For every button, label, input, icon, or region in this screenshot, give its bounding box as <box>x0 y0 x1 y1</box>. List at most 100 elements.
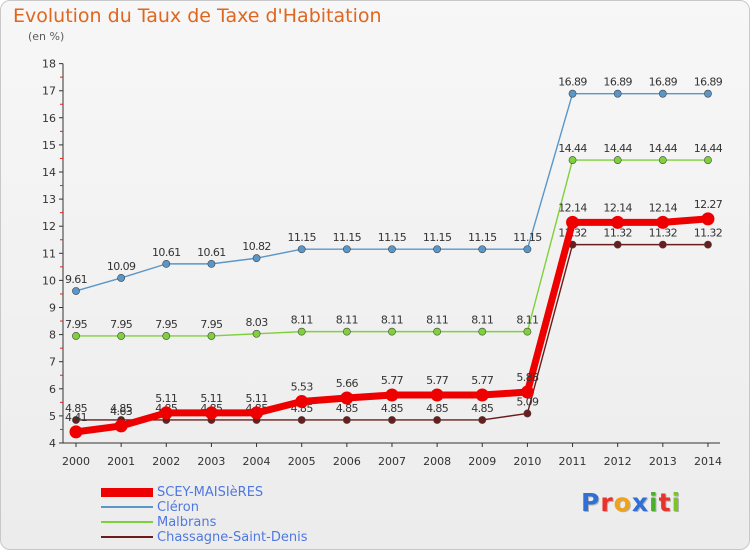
data-label: 5.77 <box>471 374 494 387</box>
data-label: 9.61 <box>65 273 87 286</box>
data-label: 7.95 <box>110 318 133 331</box>
x-tick-label: 2011 <box>559 455 587 468</box>
data-label: 16.89 <box>603 76 632 89</box>
y-tick-label: 5 <box>49 410 56 423</box>
data-point <box>658 156 667 164</box>
data-label: 11.15 <box>378 231 407 244</box>
data-label: 14.44 <box>694 142 723 155</box>
y-tick-label: 16 <box>42 112 56 125</box>
data-label: 7.95 <box>200 318 223 331</box>
data-point <box>72 416 80 424</box>
data-point <box>250 406 264 420</box>
x-tick-label: 2013 <box>649 455 677 468</box>
data-point <box>704 156 712 164</box>
legend-swatch <box>101 536 153 538</box>
logo-letter: t <box>658 488 672 517</box>
data-point <box>297 327 306 336</box>
data-label: 12.14 <box>649 201 678 214</box>
x-tick-label: 2009 <box>468 455 496 468</box>
y-tick-label: 13 <box>42 193 56 206</box>
legend-label: Malbrans <box>157 515 217 530</box>
data-label: 16.89 <box>558 76 587 89</box>
legend-swatch <box>101 506 153 508</box>
data-point <box>656 215 670 229</box>
legend-label: Chassagne-Saint-Denis <box>157 530 308 545</box>
data-point <box>701 212 715 226</box>
y-tick-label: 12 <box>42 220 56 233</box>
data-point <box>568 156 577 164</box>
data-point <box>520 385 534 399</box>
data-label: 5.77 <box>381 374 404 387</box>
data-label: 5.11 <box>155 392 177 405</box>
x-tick-label: 2000 <box>62 455 90 468</box>
data-label: 8.11 <box>336 314 358 327</box>
data-point <box>117 274 126 282</box>
data-label: 11.15 <box>513 231 542 244</box>
data-point <box>162 332 171 340</box>
data-point <box>252 329 261 338</box>
chart-title: Evolution du Taux de Taxe d'Habitation <box>13 5 382 27</box>
data-label: 12.27 <box>694 198 723 211</box>
legend-item: Malbrans <box>101 515 361 530</box>
data-label: 14.44 <box>649 142 678 155</box>
logo-letter: i <box>649 488 659 517</box>
data-point <box>523 327 532 336</box>
data-point <box>162 259 171 268</box>
data-label: 8.11 <box>471 314 493 327</box>
data-label: 5.53 <box>291 381 314 394</box>
data-label: 5.11 <box>246 392 268 405</box>
data-point <box>295 395 309 409</box>
data-point <box>523 245 532 254</box>
data-label: 4.85 <box>110 402 133 415</box>
data-label: 5.88 <box>516 371 539 384</box>
data-point <box>433 416 442 424</box>
x-tick-label: 2004 <box>243 455 271 468</box>
legend-label: Cléron <box>157 500 199 515</box>
legend-item: SCEY-MAISIèRES <box>101 485 361 500</box>
data-label: 11.32 <box>649 227 678 240</box>
data-point <box>566 215 580 229</box>
proxiti-logo: Proxiti <box>581 488 681 517</box>
y-tick-label: 14 <box>42 166 56 179</box>
data-point <box>388 416 396 424</box>
legend-item: Cléron <box>101 500 361 515</box>
x-tick-label: 2010 <box>513 455 541 468</box>
x-tick-label: 2006 <box>333 455 361 468</box>
data-point <box>385 388 399 402</box>
x-tick-label: 2003 <box>197 455 225 468</box>
data-label: 14.44 <box>603 142 632 155</box>
y-tick-label: 9 <box>49 302 56 315</box>
data-point <box>297 245 306 254</box>
data-label: 5.09 <box>516 395 539 408</box>
y-tick-label: 10 <box>42 274 56 287</box>
data-label: 4.41 <box>65 411 87 424</box>
data-label: 10.82 <box>242 240 271 253</box>
data-label: 12.14 <box>558 201 587 214</box>
data-label: 5.11 <box>200 392 222 405</box>
data-point <box>340 391 354 405</box>
data-label: 8.11 <box>516 314 538 327</box>
data-point <box>342 327 351 336</box>
data-point <box>297 416 306 424</box>
data-label: 5.66 <box>336 377 359 390</box>
y-tick-label: 7 <box>49 356 56 369</box>
logo-letter: x <box>631 488 649 517</box>
data-label: 11.15 <box>333 231 362 244</box>
data-point <box>568 89 577 98</box>
data-label: 8.11 <box>291 314 313 327</box>
data-label: 5.77 <box>426 374 449 387</box>
data-point <box>658 240 667 249</box>
data-point <box>613 156 622 164</box>
logo-letter: i <box>671 488 682 517</box>
data-point <box>204 406 218 420</box>
data-label: 4.85 <box>65 402 88 415</box>
data-label: 14.44 <box>558 142 587 155</box>
data-point <box>523 409 532 418</box>
data-point <box>478 327 487 336</box>
data-label: 8.11 <box>426 314 448 327</box>
data-label: 11.15 <box>287 231 316 244</box>
x-tick-label: 2002 <box>152 455 180 468</box>
data-point <box>69 425 83 439</box>
logo-letter: r <box>600 488 614 517</box>
